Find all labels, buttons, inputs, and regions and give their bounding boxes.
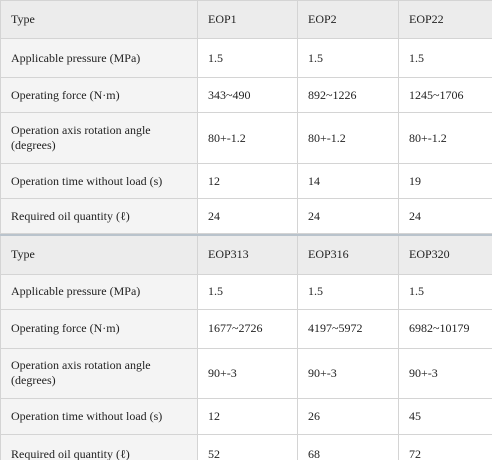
row-label: Type bbox=[0, 0, 198, 39]
row-label: Required oil quantity (ℓ) bbox=[0, 433, 198, 460]
cell: 1677~2726 bbox=[197, 308, 298, 349]
cell: 12 bbox=[197, 397, 298, 435]
row-label: Operating force (N·m) bbox=[0, 308, 198, 349]
cell: 6982~10179 bbox=[398, 308, 492, 349]
cell: 90+-3 bbox=[297, 347, 399, 399]
header-row: Type EOP313 EOP316 EOP320 bbox=[0, 234, 492, 275]
cell: 19 bbox=[398, 163, 492, 199]
cell: 52 bbox=[197, 433, 298, 460]
cell: 24 bbox=[297, 198, 399, 234]
row-label: Type bbox=[0, 234, 198, 275]
header-row: Type EOP1 EOP2 EOP22 bbox=[0, 0, 492, 39]
cell: 80+-1.2 bbox=[197, 112, 298, 164]
data-row: Operation axis rotation angle (degrees) 8… bbox=[0, 112, 492, 164]
row-label: Operation axis rotation angle (degrees) bbox=[0, 347, 198, 399]
cell: 90+-3 bbox=[398, 347, 492, 399]
data-row: Applicable pressure (MPa) 1.5 1.5 1.5 bbox=[0, 38, 492, 78]
cell: 1.5 bbox=[398, 273, 492, 310]
data-row: Operation axis rotation angle (degrees) 9… bbox=[0, 347, 492, 399]
cell: 892~1226 bbox=[297, 77, 399, 113]
data-row: Operating force (N·m) 1677~2726 4197~5972 6… bbox=[0, 308, 492, 349]
row-label: Operating force (N·m) bbox=[0, 77, 198, 113]
row-label: Operation axis rotation angle (degrees) bbox=[0, 112, 198, 164]
cell: 1.5 bbox=[297, 38, 399, 78]
cell: EOP313 bbox=[197, 234, 298, 275]
row-label: Operation time without load (s) bbox=[0, 397, 198, 435]
cell: 1.5 bbox=[197, 38, 298, 78]
row-label: Operation time without load (s) bbox=[0, 163, 198, 199]
cell: 72 bbox=[398, 433, 492, 460]
spec-table: Type EOP1 EOP2 EOP22 Applicable pressure (MP… bbox=[0, 0, 492, 234]
row-label: Required oil quantity (ℓ) bbox=[0, 198, 198, 234]
spec-table: Type EOP313 EOP316 EOP320 Applicable pressur… bbox=[0, 234, 492, 460]
cell: 80+-1.2 bbox=[398, 112, 492, 164]
cell: EOP22 bbox=[398, 0, 492, 39]
data-row: Operating force (N·m) 343~490 892~1226 1245… bbox=[0, 77, 492, 113]
cell: 24 bbox=[197, 198, 298, 234]
data-row: Required oil quantity (ℓ) 24 24 24 bbox=[0, 198, 492, 234]
cell: 12 bbox=[197, 163, 298, 199]
cell: 90+-3 bbox=[197, 347, 298, 399]
cell: 1.5 bbox=[197, 273, 298, 310]
cell: 14 bbox=[297, 163, 399, 199]
cell: 1.5 bbox=[398, 38, 492, 78]
cell: EOP1 bbox=[197, 0, 298, 39]
cell: 343~490 bbox=[197, 77, 298, 113]
data-row: Operation time without load (s) 12 14 19 bbox=[0, 163, 492, 199]
cell: 24 bbox=[398, 198, 492, 234]
row-label: Applicable pressure (MPa) bbox=[0, 273, 198, 310]
cell: 80+-1.2 bbox=[297, 112, 399, 164]
cell: 45 bbox=[398, 397, 492, 435]
cell: 26 bbox=[297, 397, 399, 435]
cell: 68 bbox=[297, 433, 399, 460]
cell: EOP320 bbox=[398, 234, 492, 275]
row-label: Applicable pressure (MPa) bbox=[0, 38, 198, 78]
data-row: Required oil quantity (ℓ) 52 68 72 bbox=[0, 433, 492, 460]
data-row: Applicable pressure (MPa) 1.5 1.5 1.5 bbox=[0, 273, 492, 310]
cell: EOP316 bbox=[297, 234, 399, 275]
cell: 1.5 bbox=[297, 273, 399, 310]
cell: EOP2 bbox=[297, 0, 399, 39]
cell: 4197~5972 bbox=[297, 308, 399, 349]
cell: 1245~1706 bbox=[398, 77, 492, 113]
data-row: Operation time without load (s) 12 26 45 bbox=[0, 397, 492, 435]
